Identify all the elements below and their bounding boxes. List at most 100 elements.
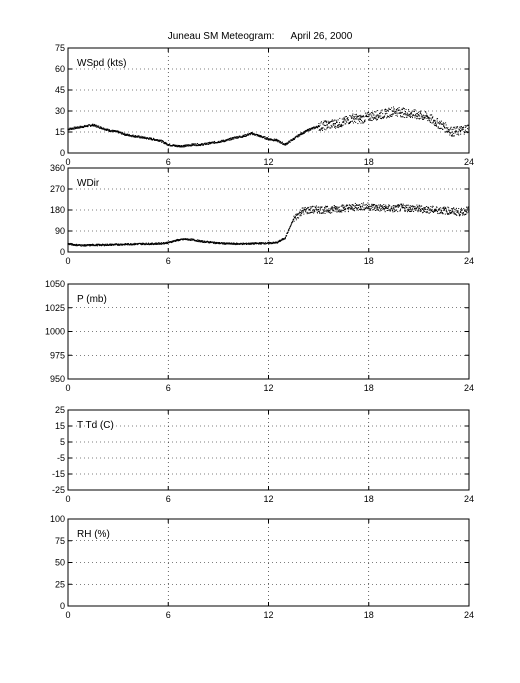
data-point (415, 115, 417, 117)
data-point (299, 134, 301, 136)
data-point (76, 243, 78, 245)
data-point (91, 244, 93, 246)
data-point (165, 141, 167, 143)
data-point (129, 244, 131, 246)
data-point (183, 145, 185, 147)
data-point (428, 212, 430, 214)
data-point (368, 119, 370, 121)
data-point (387, 206, 389, 208)
data-point (357, 123, 359, 125)
data-point (410, 211, 412, 213)
data-point (407, 210, 409, 212)
data-point (75, 126, 77, 128)
data-point (458, 134, 460, 136)
data-point (327, 124, 329, 126)
data-point (142, 136, 144, 138)
data-point (328, 122, 330, 124)
data-point (335, 207, 337, 209)
data-point (189, 239, 191, 241)
data-point (387, 209, 389, 211)
data-point (302, 207, 304, 209)
data-point (141, 243, 143, 245)
data-point (292, 139, 294, 141)
data-point (255, 242, 257, 244)
data-point (317, 212, 319, 214)
data-point (151, 137, 153, 139)
data-point (300, 133, 302, 135)
data-point (411, 209, 413, 211)
data-point (164, 142, 166, 144)
data-point (194, 145, 196, 147)
data-point (102, 243, 104, 245)
data-point (461, 129, 463, 131)
y-tick-label: -15 (52, 469, 65, 479)
data-point (290, 139, 292, 141)
data-point (321, 206, 323, 208)
data-point (351, 120, 353, 122)
data-point (405, 108, 407, 110)
data-point (410, 111, 412, 113)
data-point (331, 126, 333, 128)
data-point (287, 230, 289, 232)
data-point (431, 122, 433, 124)
data-point (249, 243, 251, 245)
data-point (403, 113, 405, 115)
data-point (196, 240, 198, 242)
data-point (305, 131, 307, 133)
data-point (112, 129, 114, 131)
data-point (408, 206, 410, 208)
data-point (72, 244, 74, 246)
data-point (101, 244, 103, 246)
data-point (382, 116, 384, 118)
data-point (164, 242, 166, 244)
data-point (463, 208, 465, 210)
data-point (178, 146, 180, 148)
data-point (434, 210, 436, 212)
data-point (318, 210, 320, 212)
data-point (417, 211, 419, 213)
data-point (182, 145, 184, 147)
data-point (118, 131, 120, 133)
data-point (306, 129, 308, 131)
data-point (232, 244, 234, 246)
data-point (433, 211, 435, 213)
data-point (268, 242, 270, 244)
data-point (346, 207, 348, 209)
data-point (379, 113, 381, 115)
data-point (300, 133, 302, 135)
data-point (244, 135, 246, 137)
data-point (72, 244, 74, 246)
data-point (192, 238, 194, 240)
data-point (326, 122, 328, 124)
data-point (438, 123, 440, 125)
data-point (99, 126, 101, 128)
data-point (284, 144, 286, 146)
data-point (423, 210, 425, 212)
x-tick-label: 18 (364, 610, 374, 620)
data-point (188, 238, 190, 240)
data-point (223, 140, 225, 142)
data-point (420, 110, 422, 112)
data-point (338, 124, 340, 126)
data-point (319, 206, 321, 208)
data-point (364, 112, 366, 114)
data-point (180, 146, 182, 148)
data-point (166, 243, 168, 245)
data-point (394, 206, 396, 208)
data-point (430, 209, 432, 211)
data-point (361, 119, 363, 121)
data-point (109, 243, 111, 245)
data-point (240, 243, 242, 245)
data-point (140, 242, 142, 244)
data-point (459, 215, 461, 217)
data-point (320, 212, 322, 214)
data-point (384, 206, 386, 208)
data-point (425, 115, 427, 117)
x-tick-label: 0 (65, 383, 70, 393)
data-point (138, 135, 140, 137)
data-point (131, 134, 133, 136)
data-point (78, 127, 80, 129)
data-point (326, 124, 328, 126)
data-point (196, 143, 198, 145)
data-point (467, 211, 469, 213)
